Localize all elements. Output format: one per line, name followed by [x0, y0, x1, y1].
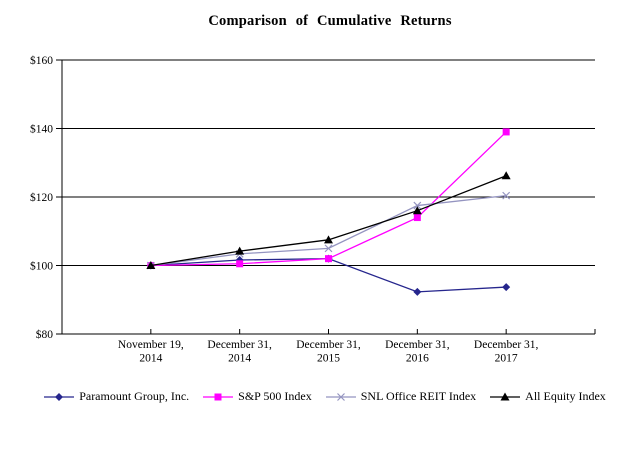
legend-label: Paramount Group, Inc.: [79, 389, 190, 403]
legend-label: All Equity Index: [525, 389, 606, 403]
marker-triangle-all-equity-index: [146, 261, 156, 269]
y-tick-label: $80: [36, 328, 54, 341]
legend-marker-square: [214, 393, 222, 400]
x-tick-label: 2016: [406, 353, 429, 365]
marker-triangle-all-equity-index: [324, 235, 333, 244]
series-line-all-equity-index: [150, 175, 507, 267]
y-tick-label: $120: [30, 191, 53, 204]
marker-diamond-paramount-group-inc: [502, 283, 511, 292]
y-tick-label: $160: [30, 54, 53, 67]
legend-item-s-p-500-index: S&P 500 Index: [203, 389, 312, 404]
marker-square-s-p-500-index: [325, 255, 332, 263]
marker-square-s-p-500-index: [502, 128, 510, 136]
x-tick-label: December 31,: [207, 339, 272, 351]
marker-square-s-p-500-index: [413, 214, 421, 222]
marker-triangle-all-equity-index: [412, 206, 422, 215]
legend-label: SNL Office REIT Index: [360, 389, 477, 403]
series-line-paramount-group-inc: [150, 257, 507, 293]
chart-title: Comparison of Cumulative Returns: [208, 13, 452, 29]
marker-square-s-p-500-index: [236, 260, 244, 268]
marker-triangle-all-equity-index: [501, 171, 511, 180]
legend-item-all-equity-index: All Equity Index: [490, 389, 606, 404]
y-tick-label: $100: [30, 260, 53, 273]
x-tick-label: December 31,: [296, 339, 361, 351]
legend-marker-diamond: [55, 392, 64, 401]
chart-legend: Paramount Group, Inc. S&P 500 Index SNL Of…: [14, 389, 636, 404]
series-line-s-p-500-index: [150, 131, 507, 267]
x-tick-label: 2015: [317, 353, 340, 365]
marker-diamond-paramount-group-inc: [413, 287, 422, 296]
legend-marker-x: [336, 392, 345, 401]
x-tick-label: December 31,: [474, 339, 539, 351]
legend-diamond-swatch-icon: [44, 392, 75, 401]
legend-label: S&P 500 Index: [238, 389, 312, 403]
legend-item-paramount-group-inc: Paramount Group, Inc.: [44, 389, 189, 404]
legend-square-swatch-icon: [203, 393, 234, 400]
legend-item-snl-office-reit-index: SNL Office REIT Index: [325, 389, 477, 404]
legend-triangle-swatch-icon: [490, 392, 521, 400]
x-tick-label: November 19,: [118, 339, 184, 351]
marker-x-snl-office-reit-index: [413, 201, 422, 210]
marker-x-snl-office-reit-index: [324, 244, 333, 253]
legend-x-swatch-icon: [325, 392, 356, 401]
y-tick-label: $140: [30, 123, 53, 136]
legend-marker-triangle: [500, 392, 510, 400]
marker-triangle-all-equity-index: [235, 246, 245, 255]
x-tick-label: December 31,: [385, 339, 450, 351]
x-tick-label: 2014: [139, 353, 162, 365]
x-tick-label: 2014: [228, 353, 251, 365]
marker-x-snl-office-reit-index: [502, 191, 511, 200]
x-tick-label: 2017: [495, 353, 518, 365]
